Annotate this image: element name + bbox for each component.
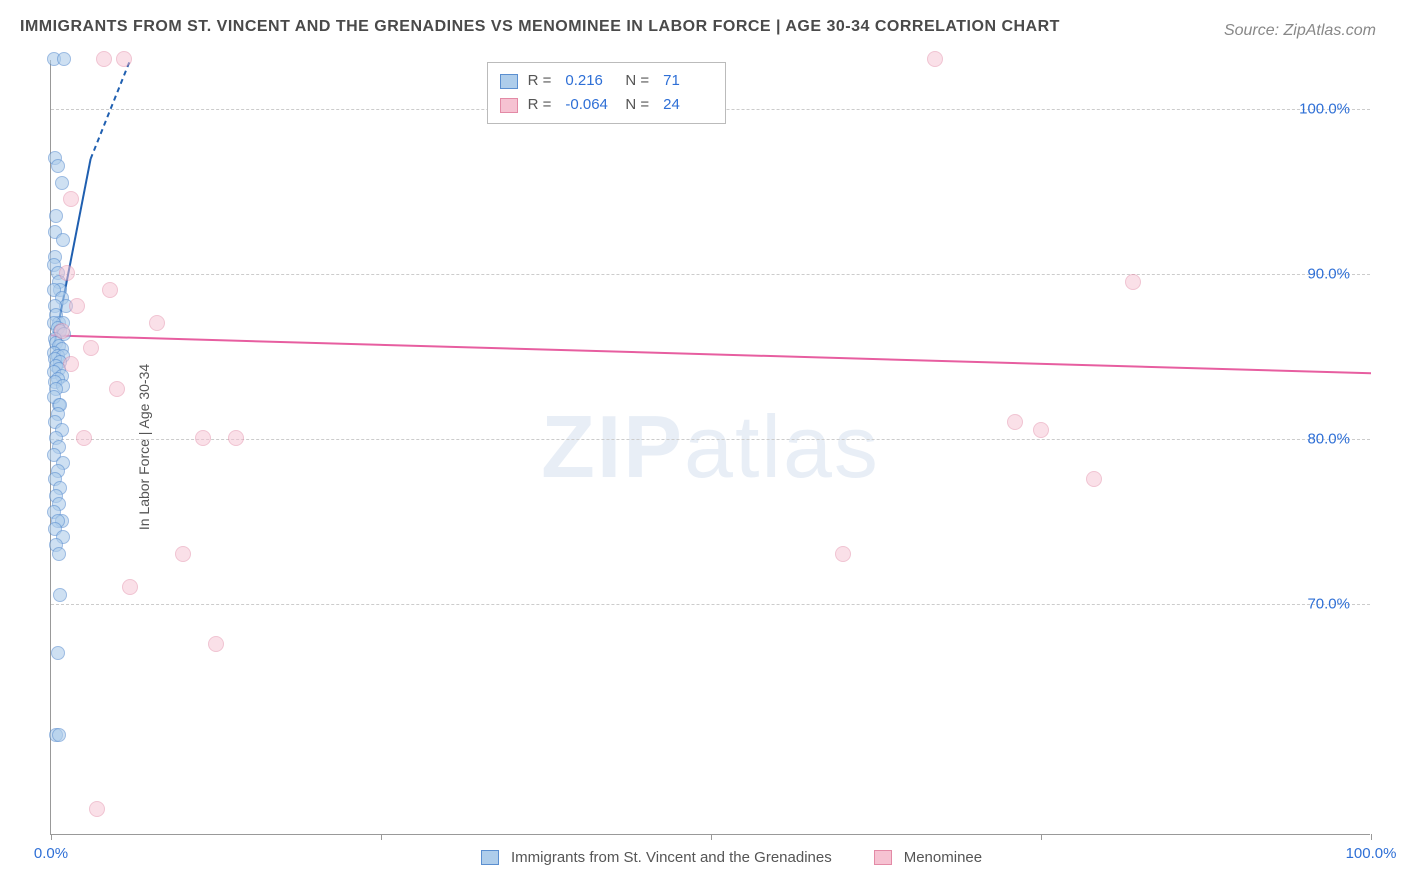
scatter-point (122, 579, 138, 595)
legend-series-name: Immigrants from St. Vincent and the Gren… (511, 849, 832, 866)
legend-series-name: Menominee (904, 849, 982, 866)
scatter-point (76, 430, 92, 446)
y-tick-label: 80.0% (1307, 431, 1350, 448)
stats-legend: R = 0.216 N = 71 R = -0.064 N = 24 (487, 62, 727, 124)
scatter-point (55, 176, 69, 190)
gridline (51, 604, 1370, 605)
r-value: -0.064 (565, 93, 615, 117)
x-tick (711, 834, 712, 840)
watermark: ZIPatlas (541, 396, 880, 498)
scatter-point (89, 801, 105, 817)
gridline (51, 274, 1370, 275)
scatter-point (228, 430, 244, 446)
scatter-point (51, 646, 65, 660)
scatter-point (102, 282, 118, 298)
y-axis-label: In Labor Force | Age 30-34 (136, 364, 152, 530)
n-label: N = (625, 93, 649, 117)
scatter-point (69, 298, 85, 314)
watermark-right: atlas (684, 397, 880, 496)
scatter-point (175, 546, 191, 562)
y-tick-label: 70.0% (1307, 596, 1350, 613)
scatter-point (51, 159, 65, 173)
scatter-point (56, 233, 70, 247)
scatter-point (1125, 274, 1141, 290)
y-tick-label: 90.0% (1307, 266, 1350, 283)
regression-line (51, 335, 1371, 373)
scatter-point (149, 315, 165, 331)
regression-overlay (51, 60, 1371, 835)
chart-container: IMMIGRANTS FROM ST. VINCENT AND THE GREN… (0, 0, 1406, 892)
legend-swatch (500, 98, 518, 113)
watermark-left: ZIP (541, 397, 684, 496)
scatter-point (53, 588, 67, 602)
scatter-point (52, 547, 66, 561)
gridline (51, 439, 1370, 440)
series-legend: Immigrants from St. Vincent and the Gren… (481, 849, 1012, 866)
scatter-point (195, 430, 211, 446)
scatter-point (59, 265, 75, 281)
scatter-point (116, 51, 132, 67)
scatter-point (54, 323, 70, 339)
chart-title: IMMIGRANTS FROM ST. VINCENT AND THE GREN… (20, 18, 1060, 36)
legend-row: R = 0.216 N = 71 (500, 69, 714, 93)
x-tick-label: 0.0% (34, 845, 68, 862)
legend-swatch (874, 850, 892, 865)
n-value: 24 (663, 93, 713, 117)
r-value: 0.216 (565, 69, 615, 93)
chart-source: Source: ZipAtlas.com (1224, 22, 1376, 40)
plot-area: ZIPatlas In Labor Force | Age 30-34 70.0… (50, 60, 1370, 835)
x-tick-label: 100.0% (1346, 845, 1397, 862)
x-tick (381, 834, 382, 840)
scatter-point (83, 340, 99, 356)
scatter-point (63, 356, 79, 372)
scatter-point (927, 51, 943, 67)
legend-swatch (481, 850, 499, 865)
x-tick (51, 834, 52, 840)
scatter-point (96, 51, 112, 67)
scatter-point (208, 636, 224, 652)
legend-row: R = -0.064 N = 24 (500, 93, 714, 117)
scatter-point (52, 728, 66, 742)
scatter-point (109, 381, 125, 397)
r-label: R = (528, 69, 552, 93)
n-value: 71 (663, 69, 713, 93)
scatter-point (1086, 471, 1102, 487)
scatter-point (1007, 414, 1023, 430)
legend-swatch (500, 74, 518, 89)
scatter-point (57, 52, 71, 66)
y-tick-label: 100.0% (1299, 101, 1350, 118)
r-label: R = (528, 93, 552, 117)
scatter-point (63, 191, 79, 207)
x-tick (1041, 834, 1042, 840)
scatter-point (1033, 422, 1049, 438)
x-tick (1371, 834, 1372, 840)
scatter-point (49, 209, 63, 223)
scatter-point (835, 546, 851, 562)
n-label: N = (625, 69, 649, 93)
